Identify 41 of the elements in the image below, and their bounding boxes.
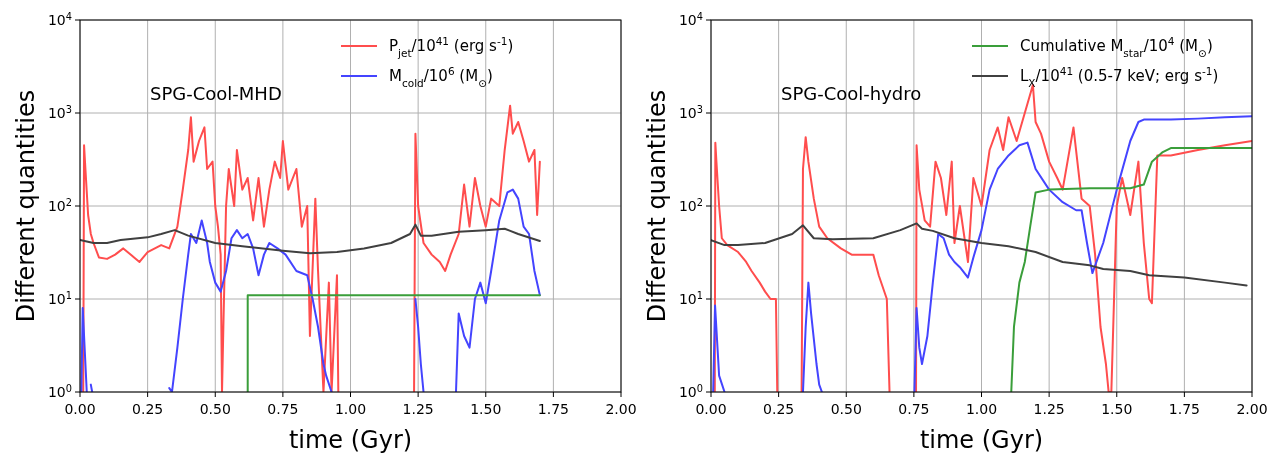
y-tick-label: 10$^{4}$ xyxy=(47,10,72,28)
legend-label: M$_{cold}$/10$^{6}$ (M$_{⊙}$) xyxy=(389,65,493,90)
y-tick-label: 10$^{1}$ xyxy=(47,289,72,307)
x-tick-label: 1.50 xyxy=(470,401,502,417)
x-axis-title: time (Gyr) xyxy=(288,426,413,454)
x-tick-label: 2.00 xyxy=(1236,401,1268,417)
x-axis-title: time (Gyr) xyxy=(919,426,1044,454)
x-tick-label: 1.50 xyxy=(1101,401,1133,417)
x-tick-label: 1.75 xyxy=(537,401,569,417)
legend-label: P$_{jet}$/10$^{41}$ (erg s$^{-1}$) xyxy=(389,35,514,60)
y-tick-label: 10$^{3}$ xyxy=(47,103,72,121)
x-tick-label: 1.75 xyxy=(1168,401,1200,417)
legend-label: L$_{X}$/10$^{41}$ (0.5-7 keV; erg s$^{-1}$) xyxy=(1020,65,1219,90)
x-tick-label: 0.25 xyxy=(763,401,795,417)
y-tick-label: 10$^{0}$ xyxy=(47,382,72,400)
text: SPG-Cool-hydro xyxy=(781,83,922,104)
y-tick-label: 10$^{2}$ xyxy=(678,196,703,214)
x-tick-label: 0.75 xyxy=(267,401,299,417)
y-tick-label: 10$^{0}$ xyxy=(678,382,703,400)
y-tick-label: 10$^{2}$ xyxy=(47,196,72,214)
x-tick-label: 2.00 xyxy=(605,401,637,417)
y-axis-title: Different quantities xyxy=(12,89,40,323)
y-tick-label: 10$^{4}$ xyxy=(678,10,703,28)
x-tick-label: 1.25 xyxy=(402,401,434,417)
line-series xyxy=(1010,147,1252,392)
x-tick-label: 0.00 xyxy=(695,401,727,417)
x-tick-label: 1.00 xyxy=(965,401,998,417)
x-tick-label: 0.75 xyxy=(898,401,930,417)
x-tick-label: 1.00 xyxy=(334,401,367,417)
x-tick-label: 0.25 xyxy=(132,401,164,417)
y-tick-label: 10$^{1}$ xyxy=(678,289,703,307)
x-tick-label: 0.50 xyxy=(830,401,862,417)
line-series xyxy=(711,222,1248,287)
y-tick-label: 10$^{3}$ xyxy=(678,103,703,121)
x-tick-label: 1.25 xyxy=(1033,401,1065,417)
x-tick-label: 0.50 xyxy=(199,401,231,417)
legend-label: Cumulative M$_{star}$/10$^{4}$ (M$_{⊙}$) xyxy=(1020,35,1213,60)
text: SPG-Cool-MHD xyxy=(150,83,282,104)
x-tick-label: 0.00 xyxy=(64,401,96,417)
line-series xyxy=(80,223,541,255)
y-axis-title: Different quantities xyxy=(643,89,671,323)
